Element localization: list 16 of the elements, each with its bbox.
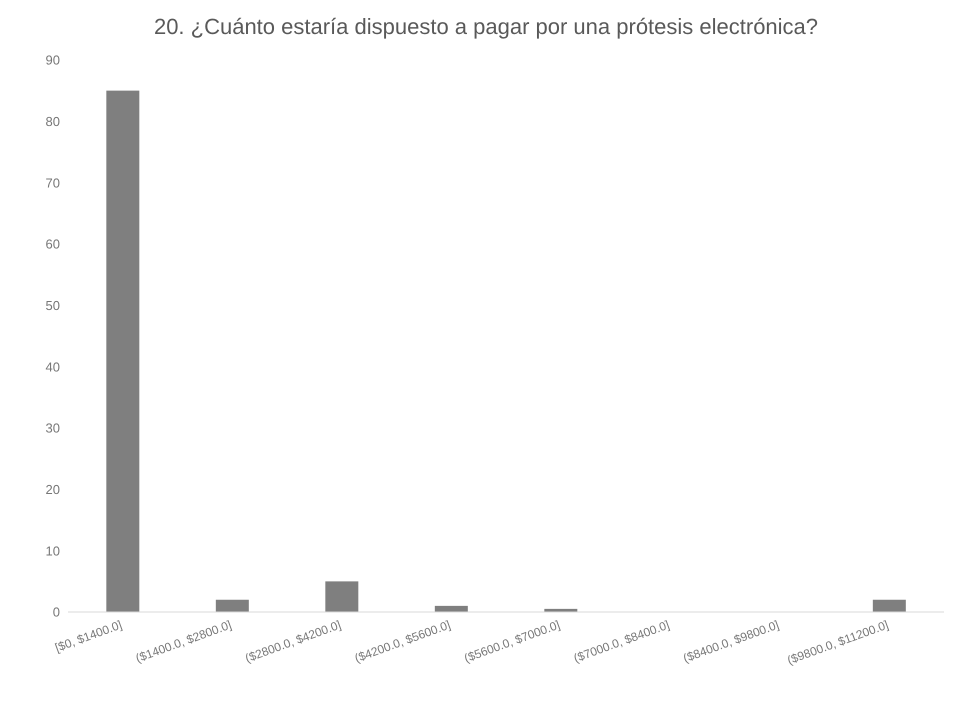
y-tick-label: 0 [52,604,60,620]
y-tick-label: 90 [46,52,60,68]
bar [872,600,906,612]
y-tick-label: 40 [46,359,60,374]
y-tick-label: 10 [46,543,60,558]
bar [106,90,140,612]
chart-title: 20. ¿Cuánto estaría dispuesto a pagar por una prótesis electrónica? [152,13,820,40]
y-tick-label: 20 [46,482,60,497]
bar [216,600,249,612]
bar [434,606,468,612]
y-tick-label: 60 [46,236,60,252]
y-tick-label: 80 [46,114,60,129]
y-tick-label: 70 [46,175,60,190]
bar [325,581,358,612]
y-tick-label: 30 [46,420,60,436]
y-tick-label: 50 [46,298,60,313]
